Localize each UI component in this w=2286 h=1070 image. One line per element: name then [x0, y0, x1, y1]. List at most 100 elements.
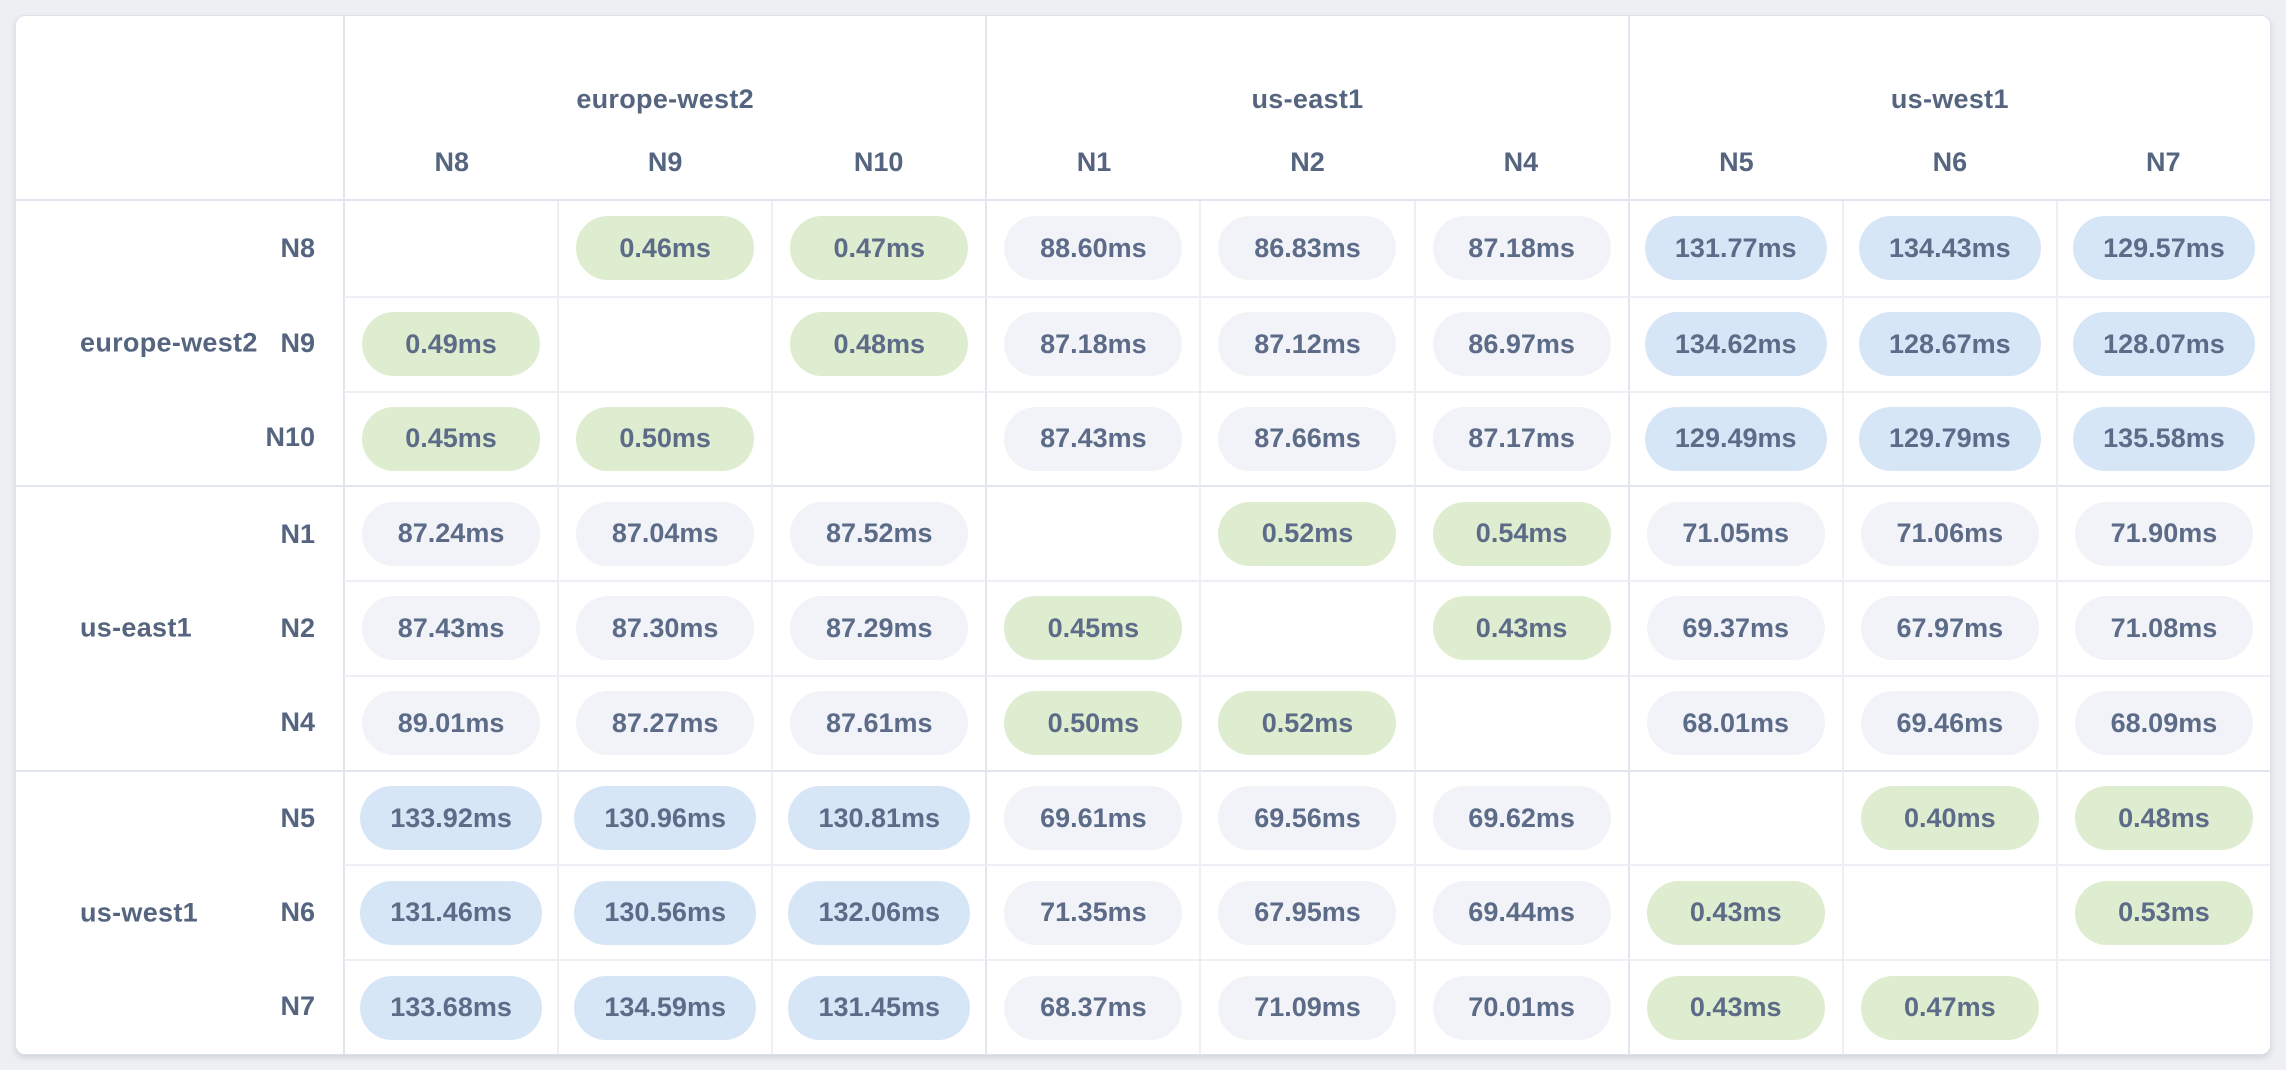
latency-pill-N10-N6[interactable]: 129.79ms — [1859, 406, 2041, 471]
row-node-label-N7: N7 — [280, 991, 315, 1022]
column-region-label: us-east1 — [1251, 84, 1364, 114]
latency-cell-N10-N9: 0.50ms — [557, 390, 772, 486]
latency-pill-N8-N1[interactable]: 88.60ms — [1004, 216, 1183, 281]
latency-pill-N5-N2[interactable]: 69.56ms — [1218, 786, 1397, 851]
latency-pill-N1-N2[interactable]: 0.52ms — [1218, 501, 1397, 566]
latency-pill-N6-N2[interactable]: 67.95ms — [1218, 880, 1397, 945]
latency-pill-N9-N5[interactable]: 134.62ms — [1644, 312, 1827, 377]
latency-pill-N2-N9[interactable]: 87.30ms — [576, 596, 755, 661]
latency-pill-N2-N6[interactable]: 67.97ms — [1860, 596, 2039, 661]
latency-cell-N5-N6: 0.40ms — [1841, 769, 2056, 865]
latency-pill-N7-N1[interactable]: 68.37ms — [1004, 975, 1183, 1040]
latency-pill-N1-N6[interactable]: 71.06ms — [1860, 501, 2039, 566]
latency-pill-N9-N4[interactable]: 86.97ms — [1432, 312, 1611, 377]
latency-pill-N9-N2[interactable]: 87.12ms — [1218, 312, 1397, 377]
latency-pill-N5-N9[interactable]: 130.96ms — [574, 786, 756, 851]
latency-pill-N5-N10[interactable]: 130.81ms — [788, 786, 971, 851]
latency-pill-N2-N7[interactable]: 71.08ms — [2074, 596, 2253, 661]
latency-pill-N8-N5[interactable]: 131.77ms — [1644, 216, 1827, 281]
row-node-label-N9: N9 — [280, 327, 315, 358]
latency-pill-N6-N1[interactable]: 71.35ms — [1004, 880, 1183, 945]
latency-pill-N8-N2[interactable]: 86.83ms — [1218, 216, 1397, 281]
latency-pill-N1-N8[interactable]: 87.24ms — [362, 501, 541, 566]
latency-cell-N1-N5: 71.05ms — [1627, 485, 1842, 581]
latency-pill-N6-N8[interactable]: 131.46ms — [360, 880, 542, 945]
latency-cell-N8-N8 — [343, 201, 557, 296]
latency-pill-N7-N2[interactable]: 71.09ms — [1218, 975, 1397, 1040]
latency-cell-N1-N1 — [985, 485, 1200, 581]
latency-pill-N7-N5[interactable]: 0.43ms — [1646, 975, 1825, 1040]
latency-cell-N8-N5: 131.77ms — [1627, 201, 1842, 296]
latency-pill-N1-N5[interactable]: 71.05ms — [1646, 501, 1825, 566]
latency-cell-N10-N4: 87.17ms — [1413, 390, 1628, 486]
latency-pill-N10-N8[interactable]: 0.45ms — [362, 406, 541, 471]
latency-pill-N10-N2[interactable]: 87.66ms — [1218, 406, 1397, 471]
latency-pill-N4-N6[interactable]: 69.46ms — [1860, 691, 2039, 756]
latency-pill-N6-N4[interactable]: 69.44ms — [1432, 880, 1611, 945]
latency-pill-N10-N1[interactable]: 87.43ms — [1004, 406, 1183, 471]
latency-cell-N9-N4: 86.97ms — [1413, 295, 1628, 391]
latency-cell-N5-N5 — [1627, 769, 1842, 865]
latency-pill-N9-N7[interactable]: 128.07ms — [2073, 312, 2255, 377]
latency-pill-N2-N5[interactable]: 69.37ms — [1646, 596, 1825, 661]
latency-pill-N4-N2[interactable]: 0.52ms — [1218, 691, 1397, 756]
latency-pill-N10-N5[interactable]: 129.49ms — [1644, 406, 1827, 471]
latency-pill-N4-N10[interactable]: 87.61ms — [790, 691, 969, 756]
latency-pill-N2-N4[interactable]: 0.43ms — [1432, 596, 1611, 661]
latency-pill-N10-N9[interactable]: 0.50ms — [576, 406, 755, 471]
latency-cell-N10-N1: 87.43ms — [985, 390, 1200, 486]
latency-pill-N4-N7[interactable]: 68.09ms — [2074, 691, 2253, 756]
latency-pill-N4-N9[interactable]: 87.27ms — [576, 691, 755, 756]
latency-pill-N6-N9[interactable]: 130.56ms — [574, 880, 756, 945]
latency-pill-N6-N5[interactable]: 0.43ms — [1646, 880, 1825, 945]
latency-pill-N7-N4[interactable]: 70.01ms — [1432, 975, 1611, 1040]
latency-pill-N1-N9[interactable]: 87.04ms — [576, 501, 755, 566]
column-node-label-N5: N5 — [1719, 147, 1754, 177]
latency-pill-N5-N1[interactable]: 69.61ms — [1004, 786, 1183, 851]
latency-pill-N2-N1[interactable]: 0.45ms — [1004, 596, 1183, 661]
latency-pill-N1-N7[interactable]: 71.90ms — [2074, 501, 2253, 566]
latency-cell-N9-N5: 134.62ms — [1627, 295, 1842, 391]
latency-cell-N1-N4: 0.54ms — [1413, 485, 1628, 581]
latency-cell-N10-N5: 129.49ms — [1627, 390, 1842, 486]
row-region-label: us-west1 — [80, 897, 198, 928]
latency-cell-N1-N9: 87.04ms — [557, 485, 772, 581]
latency-cell-N7-N1: 68.37ms — [985, 959, 1200, 1054]
latency-cell-N7-N8: 133.68ms — [343, 959, 558, 1054]
latency-pill-N9-N6[interactable]: 128.67ms — [1859, 312, 2041, 377]
latency-pill-N6-N10[interactable]: 132.06ms — [788, 880, 971, 945]
latency-pill-N8-N7[interactable]: 129.57ms — [2073, 216, 2255, 281]
latency-pill-N2-N10[interactable]: 87.29ms — [790, 596, 969, 661]
latency-pill-N5-N7[interactable]: 0.48ms — [2074, 786, 2253, 851]
latency-pill-N8-N10[interactable]: 0.47ms — [790, 216, 969, 281]
latency-pill-N1-N4[interactable]: 0.54ms — [1432, 501, 1611, 566]
latency-pill-N8-N6[interactable]: 134.43ms — [1859, 216, 2041, 281]
latency-pill-N7-N8[interactable]: 133.68ms — [360, 975, 542, 1040]
row-node-label-N1: N1 — [280, 518, 315, 549]
latency-cell-N9-N10: 0.48ms — [771, 295, 986, 391]
latency-cell-N9-N7: 128.07ms — [2055, 295, 2270, 391]
latency-pill-N5-N6[interactable]: 0.40ms — [1860, 786, 2039, 851]
latency-pill-N9-N8[interactable]: 0.49ms — [362, 312, 541, 377]
latency-pill-N8-N4[interactable]: 87.18ms — [1432, 216, 1611, 281]
latency-pill-N7-N9[interactable]: 134.59ms — [574, 975, 756, 1040]
latency-pill-N7-N10[interactable]: 131.45ms — [788, 975, 971, 1040]
latency-pill-N1-N10[interactable]: 87.52ms — [790, 501, 969, 566]
latency-pill-N7-N6[interactable]: 0.47ms — [1860, 975, 2039, 1040]
latency-pill-N10-N7[interactable]: 135.58ms — [2073, 406, 2255, 471]
latency-pill-N4-N1[interactable]: 0.50ms — [1004, 691, 1183, 756]
latency-pill-N5-N8[interactable]: 133.92ms — [360, 786, 542, 851]
row-region-label: europe-west2 — [80, 327, 258, 358]
latency-pill-N9-N10[interactable]: 0.48ms — [790, 312, 969, 377]
latency-pill-N8-N9[interactable]: 0.46ms — [576, 216, 755, 281]
latency-pill-N4-N5[interactable]: 68.01ms — [1646, 691, 1825, 756]
latency-cell-N6-N10: 132.06ms — [771, 864, 986, 960]
latency-pill-N4-N8[interactable]: 89.01ms — [362, 691, 541, 756]
latency-pill-N2-N8[interactable]: 87.43ms — [362, 596, 541, 661]
column-region-label: europe-west2 — [576, 84, 754, 114]
latency-pill-N6-N7[interactable]: 0.53ms — [2074, 880, 2253, 945]
latency-pill-N5-N4[interactable]: 69.62ms — [1432, 786, 1611, 851]
latency-pill-N9-N1[interactable]: 87.18ms — [1004, 312, 1183, 377]
latency-pill-N10-N4[interactable]: 87.17ms — [1432, 406, 1611, 471]
